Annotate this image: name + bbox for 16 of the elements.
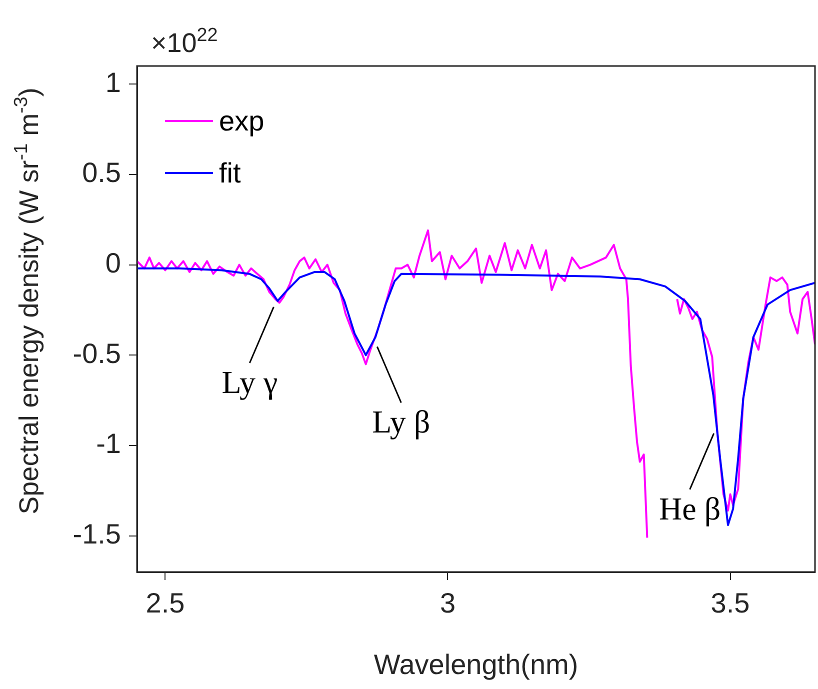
y-tick-label: -1 (96, 428, 121, 460)
y-tick-label: 0.5 (82, 157, 121, 188)
annotation: He β (659, 490, 721, 526)
y-tick-label: 0 (105, 248, 121, 279)
y-tick-label: 1 (105, 66, 121, 98)
legend-label: fit (219, 158, 241, 189)
legend-label: exp (219, 106, 264, 137)
y-axis-title: Spectral energy density (W sr-1 m-3) (11, 88, 44, 514)
x-tick-label: 3.5 (710, 588, 750, 619)
x-axis-title: Wavelength(nm) (374, 649, 578, 680)
annotation: Ly β (372, 404, 430, 440)
x-tick-label: 3 (440, 588, 456, 619)
annotation: Ly γ (222, 364, 278, 400)
x-tick-label: 2.5 (146, 588, 185, 619)
y-tick-label: -1.5 (72, 518, 121, 550)
y-tick-label: -0.5 (72, 338, 121, 369)
